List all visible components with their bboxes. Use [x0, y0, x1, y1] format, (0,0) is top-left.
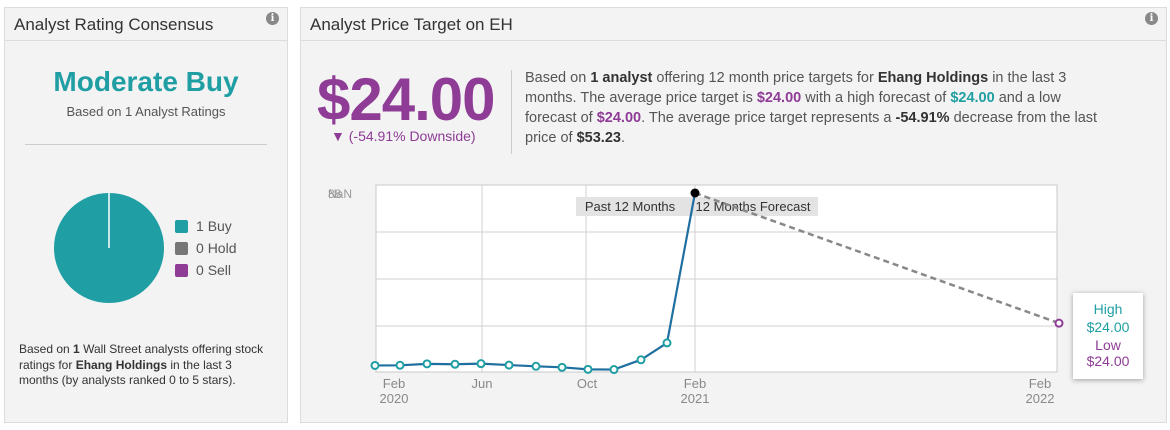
legend-count: 1: [196, 218, 204, 234]
tooltip-high-label: High: [1093, 301, 1123, 317]
tooltip-low-label: Low: [1095, 337, 1121, 353]
rating-legend: 1 Buy 0 Hold 0 Sell: [175, 215, 236, 281]
period-label-forecast: 12 Months Forecast: [696, 199, 811, 214]
x-tick-label: Jun: [472, 376, 493, 391]
price-point: [609, 365, 619, 375]
desc-company: Ehang Holdings: [877, 70, 989, 86]
panel-header: Analyst Price Target on EH i: [301, 8, 1166, 41]
desc-last-price: $53.23: [576, 130, 621, 146]
price-point: [476, 359, 486, 369]
footnote-company: Ehang Holdings: [75, 357, 168, 372]
downside-indicator: ▼ (-54.91% Downside): [331, 128, 476, 144]
price-point: [636, 355, 646, 365]
legend-count: 0: [196, 240, 204, 256]
desc-low: $24.00: [596, 110, 642, 126]
price-point: [531, 361, 541, 371]
desc-text: in the last 3 months. The average price …: [525, 70, 1067, 106]
footnote-count: 1: [73, 342, 80, 356]
desc-text: and a low forecast of: [525, 90, 1061, 126]
high-low-tooltip: High $24.00 Low $24.00: [1073, 293, 1143, 379]
footnote-text: Based on: [19, 342, 74, 356]
price-target-description: Based on 1 analyst offering 12 month pri…: [525, 68, 1115, 148]
price-point: [557, 362, 567, 372]
x-tick-label: Feb: [1029, 376, 1051, 391]
tooltip-high-value: $24.00: [1086, 319, 1130, 335]
rating-pie-chart: [54, 193, 164, 303]
forecast-point: [1054, 318, 1064, 328]
legend-swatch: [175, 219, 188, 233]
consensus-rating: Moderate Buy: [53, 66, 239, 97]
footnote-text: in the last 3 months (by analysts ranked…: [19, 357, 236, 388]
desc-text: .: [620, 130, 625, 146]
desc-text: . The average price target represents a: [641, 110, 896, 126]
average-price-target: $24.00: [317, 66, 496, 133]
legend-label: Hold: [207, 240, 237, 256]
price-point: [450, 359, 460, 369]
divider: [25, 144, 267, 145]
desc-average: $24.00: [756, 90, 802, 106]
x-tick-year-label: 2020: [380, 391, 409, 406]
tooltip-low-value: $24.00: [1086, 353, 1130, 369]
legend-item-sell: 0 Sell: [175, 259, 236, 281]
x-tick-year-label: 2022: [1026, 391, 1055, 406]
legend-label: Sell: [207, 262, 232, 278]
price-point: [370, 360, 380, 370]
x-tick-label: Feb: [684, 376, 706, 391]
rating-footnote: Based on 1 Wall Street analysts offering…: [19, 342, 274, 389]
y-tick-label: 88: [328, 187, 342, 201]
info-icon[interactable]: i: [266, 12, 279, 25]
current-price-point: [690, 188, 700, 198]
legend-item-buy: 1 Buy: [175, 215, 236, 237]
price-point: [422, 359, 432, 369]
rating-subtitle: Based on 1 Analyst Ratings: [66, 104, 226, 119]
desc-text: Based on: [525, 70, 591, 86]
x-tick-label: Oct: [577, 376, 598, 391]
price-target-panel: Analyst Price Target on EH i $24.00 ▼ (-…: [300, 7, 1167, 423]
footnote-text: Wall Street analysts offering stock rati…: [19, 342, 264, 372]
legend-label: Buy: [207, 218, 232, 234]
x-tick-label: Feb: [383, 376, 405, 391]
x-tick-year-label: 2021: [681, 391, 710, 406]
price-point: [583, 364, 593, 374]
desc-high: $24.00: [950, 90, 995, 106]
desc-text: decrease from the last price of: [525, 110, 1098, 146]
analyst-rating-panel: Analyst Rating Consensus i Moderate Buy …: [4, 7, 288, 423]
period-label-past: Past 12 Months: [585, 199, 676, 214]
forecast-line: [694, 191, 1060, 325]
price-point: [504, 360, 514, 370]
period-label-bg: [576, 197, 818, 216]
desc-text: offering 12 month price targets for: [652, 70, 878, 86]
info-icon[interactable]: i: [1145, 12, 1158, 25]
desc-text: with a high forecast of: [801, 90, 951, 106]
vertical-divider: [511, 70, 512, 154]
panel-title: Analyst Price Target on EH: [310, 15, 513, 34]
legend-item-hold: 0 Hold: [175, 237, 236, 259]
panel-header: Analyst Rating Consensus i: [5, 8, 287, 41]
legend-swatch: [175, 263, 188, 277]
desc-analyst-count: 1 analyst: [590, 70, 653, 86]
desc-percent: -54.91%: [895, 110, 950, 126]
price-point: [395, 360, 405, 370]
legend-count: 0: [196, 262, 204, 278]
price-point: [662, 338, 672, 348]
panel-title: Analyst Rating Consensus: [14, 15, 214, 34]
legend-swatch: [175, 241, 188, 255]
y-tick-label: NaN: [328, 187, 352, 201]
